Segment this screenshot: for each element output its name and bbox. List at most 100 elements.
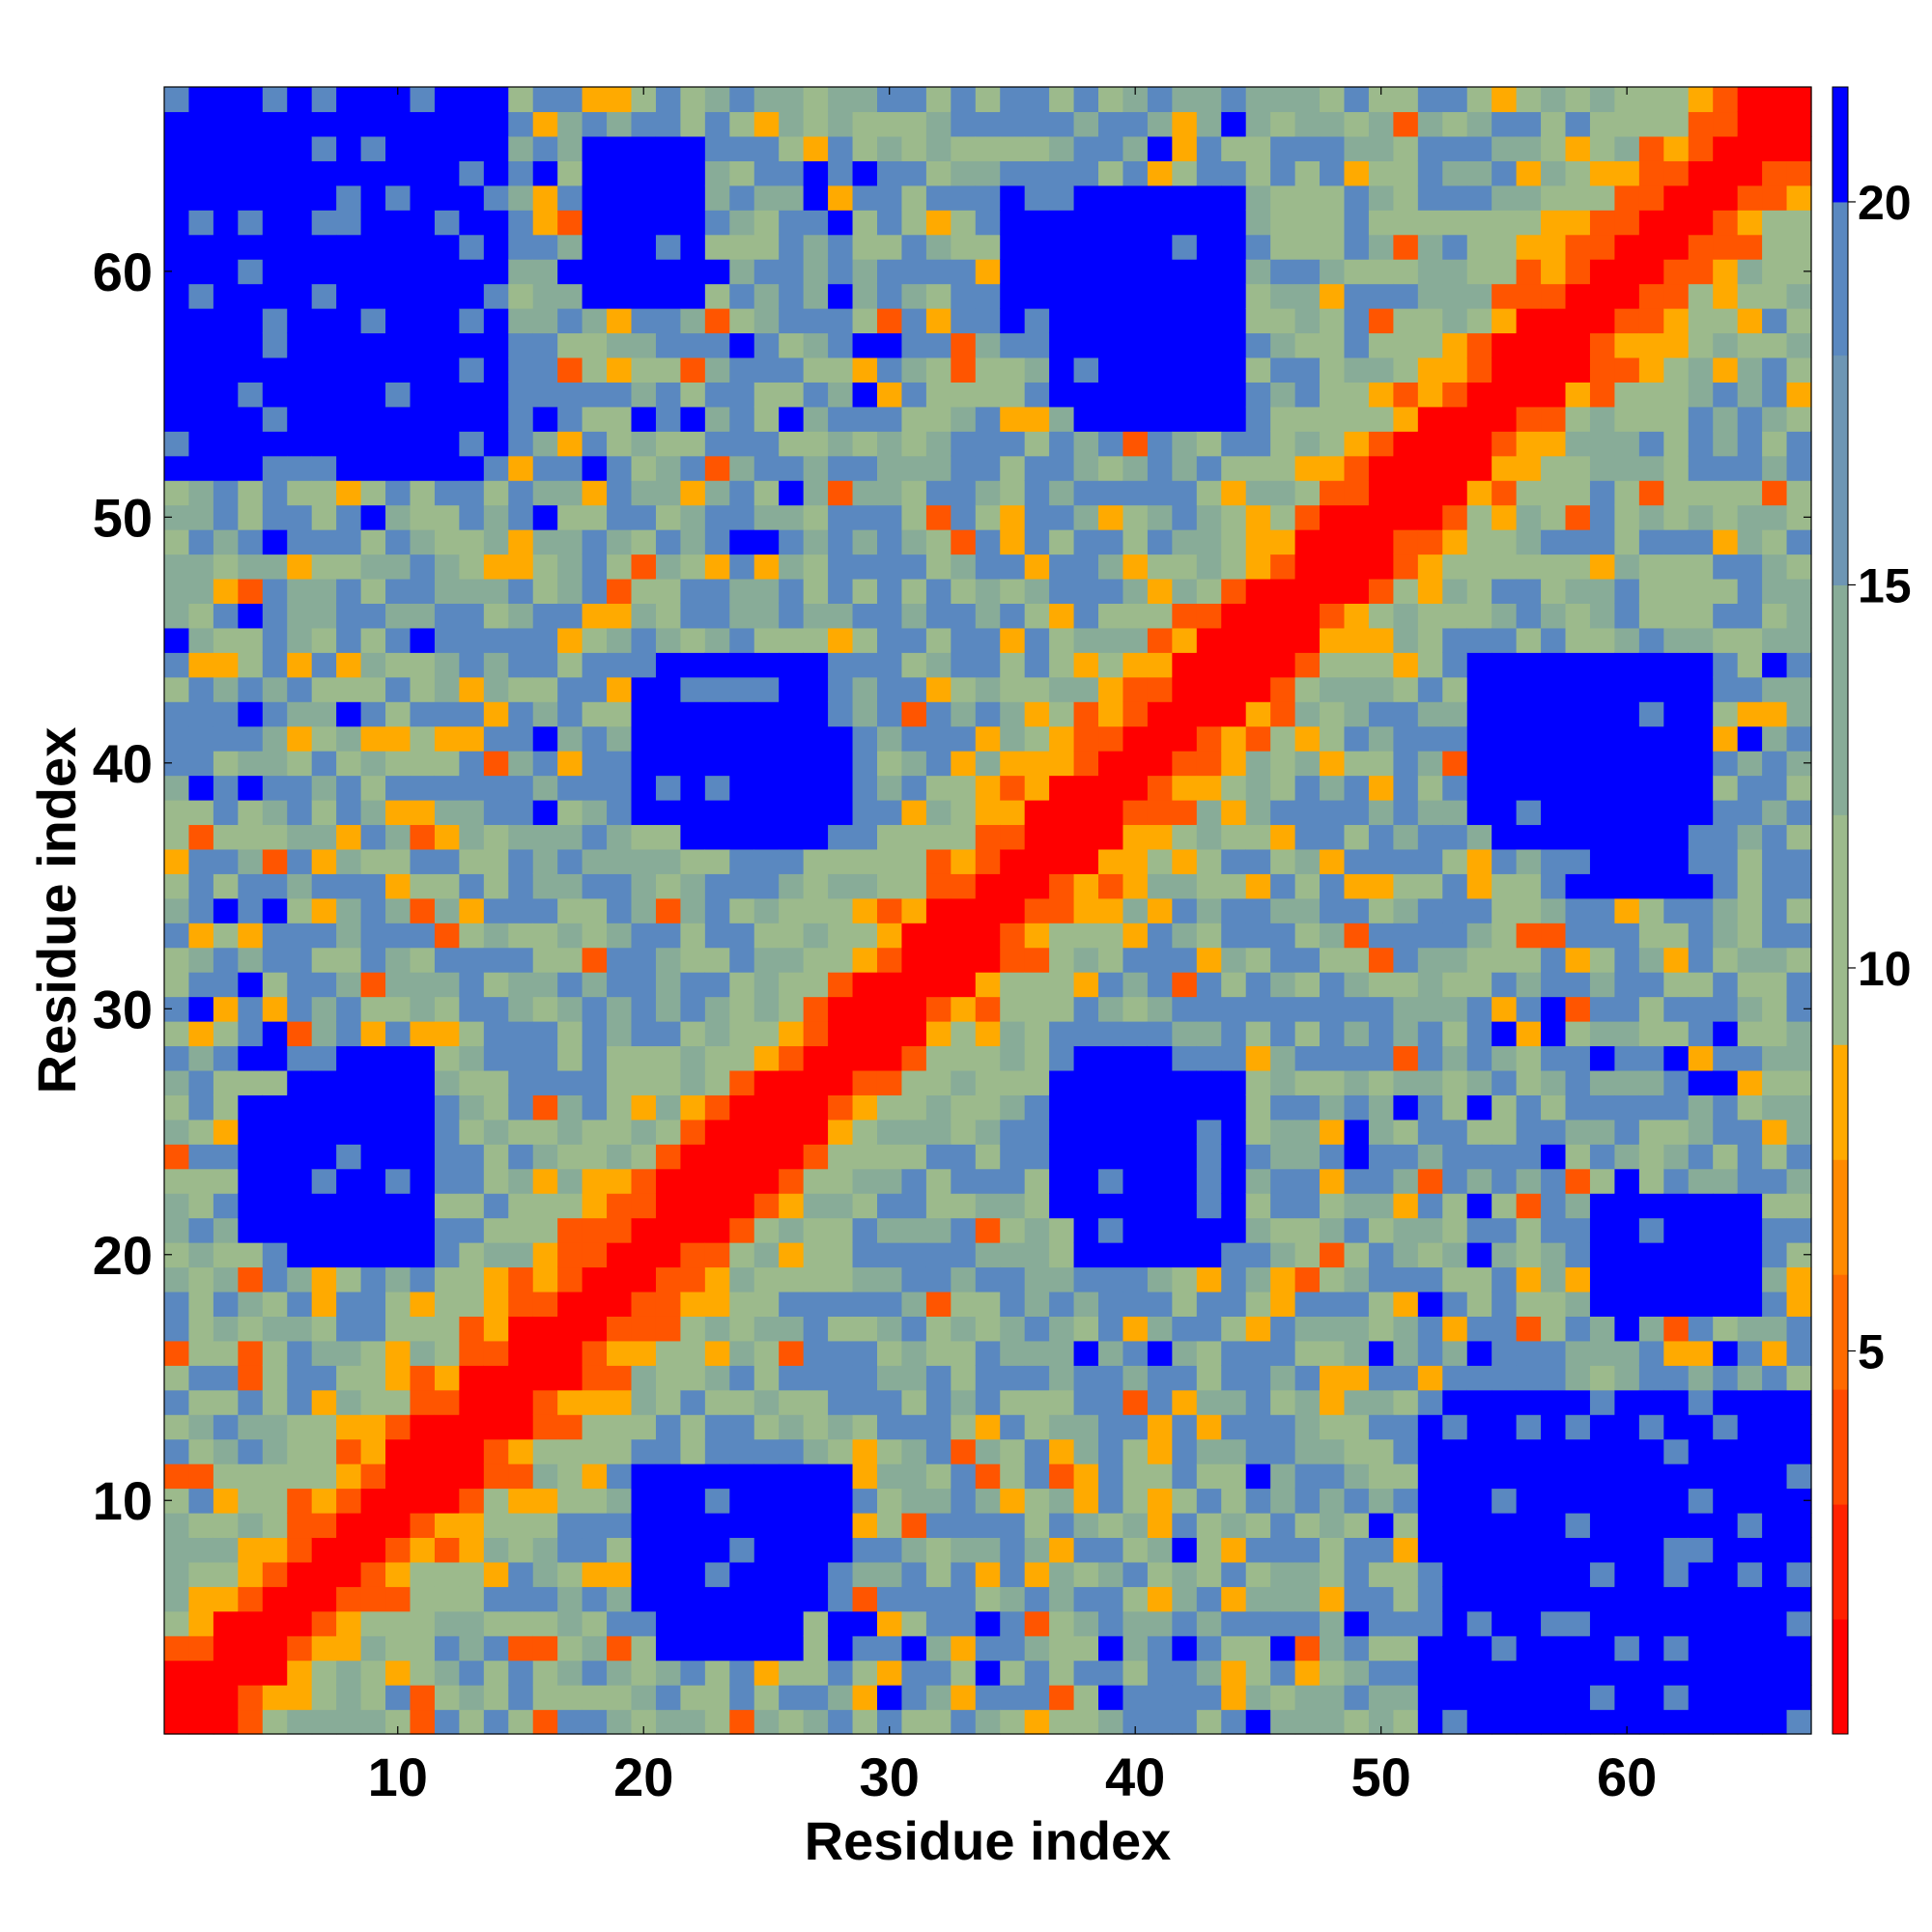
- heatmap-cell: [410, 1438, 436, 1464]
- heatmap-cell: [1122, 1414, 1149, 1440]
- heatmap-cell: [483, 1660, 509, 1686]
- heatmap-cell: [1442, 1193, 1468, 1219]
- heatmap-cell: [336, 996, 362, 1022]
- heatmap-cell: [164, 725, 190, 752]
- heatmap-cell: [287, 824, 313, 850]
- heatmap-cell: [1024, 897, 1050, 923]
- heatmap-cell: [434, 1045, 460, 1071]
- heatmap-cell: [1049, 972, 1075, 998]
- heatmap-cell: [1516, 652, 1542, 678]
- heatmap-cell: [753, 1168, 780, 1194]
- heatmap-cell: [1786, 1438, 1812, 1464]
- heatmap-cell: [1417, 382, 1443, 408]
- heatmap-cell: [410, 259, 436, 285]
- heatmap-cell: [1762, 455, 1788, 481]
- heatmap-cell: [975, 1438, 1001, 1464]
- heatmap-cell: [1073, 1389, 1099, 1415]
- heatmap-cell: [631, 701, 657, 727]
- heatmap-cell: [1565, 308, 1591, 334]
- heatmap-cell: [360, 1365, 386, 1391]
- colorbar-band: [1833, 814, 1848, 1045]
- heatmap-cell: [311, 972, 337, 998]
- heatmap-cell: [557, 1537, 583, 1563]
- heatmap-cell: [1737, 1561, 1763, 1587]
- heatmap-cell: [1541, 1021, 1567, 1047]
- heatmap-cell: [1516, 455, 1542, 481]
- heatmap-cell: [1098, 111, 1124, 137]
- heatmap-cell: [1196, 1094, 1222, 1121]
- heatmap-cell: [1344, 1414, 1370, 1440]
- heatmap-cell: [385, 210, 412, 236]
- heatmap-cell: [704, 406, 730, 432]
- heatmap-cell: [336, 1242, 362, 1268]
- heatmap-cell: [336, 1685, 362, 1711]
- heatmap-cell: [1442, 1586, 1468, 1612]
- heatmap-cell: [1122, 578, 1149, 605]
- heatmap-cell: [582, 135, 608, 161]
- heatmap-cell: [164, 1119, 190, 1145]
- heatmap-cell: [1614, 1365, 1640, 1391]
- heatmap-cell: [1417, 1586, 1443, 1612]
- heatmap-cell: [188, 1709, 214, 1735]
- heatmap-cell: [1320, 824, 1346, 850]
- heatmap-cell: [311, 480, 337, 506]
- heatmap-cell: [951, 480, 977, 506]
- heatmap-cell: [1688, 1512, 1714, 1539]
- heatmap-cell: [1024, 1291, 1050, 1317]
- heatmap-cell: [385, 1463, 412, 1490]
- heatmap-cell: [1541, 947, 1567, 973]
- heatmap-cell: [1147, 1660, 1173, 1686]
- heatmap-cell: [828, 259, 854, 285]
- heatmap-cell: [704, 897, 730, 923]
- heatmap-cell: [1737, 1119, 1763, 1145]
- heatmap-cell: [410, 111, 436, 137]
- heatmap-cell: [1638, 725, 1664, 752]
- heatmap-cell: [1320, 1537, 1346, 1563]
- heatmap-cell: [1245, 406, 1271, 432]
- heatmap-cell: [1762, 578, 1788, 605]
- heatmap-cell: [951, 1660, 977, 1686]
- heatmap-cell: [1688, 1488, 1714, 1514]
- heatmap-cell: [1393, 259, 1419, 285]
- heatmap-cell: [188, 1094, 214, 1121]
- heatmap-cell: [164, 1635, 190, 1662]
- heatmap-cell: [1663, 578, 1690, 605]
- heatmap-cell: [311, 504, 337, 530]
- heatmap-cell: [1270, 578, 1296, 605]
- heatmap-cell: [1098, 652, 1124, 678]
- heatmap-cell: [1638, 283, 1664, 309]
- heatmap-cell: [1713, 1340, 1739, 1366]
- heatmap-cell: [901, 259, 927, 285]
- heatmap-cell: [901, 1488, 927, 1514]
- heatmap-cell: [1565, 87, 1591, 113]
- heatmap-cell: [311, 185, 337, 211]
- heatmap-cell: [188, 1660, 214, 1686]
- heatmap-cell: [852, 1144, 878, 1170]
- heatmap-cell: [852, 652, 878, 678]
- heatmap-cell: [975, 234, 1001, 260]
- heatmap-cell: [1442, 1168, 1468, 1194]
- heatmap-cell: [1466, 578, 1492, 605]
- heatmap-cell: [1541, 1144, 1567, 1170]
- heatmap-cell: [1417, 308, 1443, 334]
- heatmap-cell: [336, 1069, 362, 1095]
- heatmap-cell: [262, 1561, 288, 1587]
- heatmap-cell: [925, 480, 952, 506]
- heatmap-cell: [410, 554, 436, 580]
- heatmap-cell: [901, 1660, 927, 1686]
- heatmap-cell: [262, 382, 288, 408]
- heatmap-cell: [1221, 356, 1247, 383]
- heatmap-cell: [1270, 799, 1296, 826]
- heatmap-cell: [238, 627, 264, 653]
- heatmap-cell: [213, 135, 239, 161]
- heatmap-cell: [1565, 603, 1591, 629]
- heatmap-cell: [753, 1438, 780, 1464]
- heatmap-cell: [828, 897, 854, 923]
- heatmap-cell: [360, 1414, 386, 1440]
- heatmap-cell: [901, 1512, 927, 1539]
- heatmap-cell: [1098, 382, 1124, 408]
- heatmap-cell: [975, 897, 1001, 923]
- heatmap-cell: [1368, 751, 1394, 777]
- heatmap-cell: [1049, 283, 1075, 309]
- heatmap-cell: [360, 1094, 386, 1121]
